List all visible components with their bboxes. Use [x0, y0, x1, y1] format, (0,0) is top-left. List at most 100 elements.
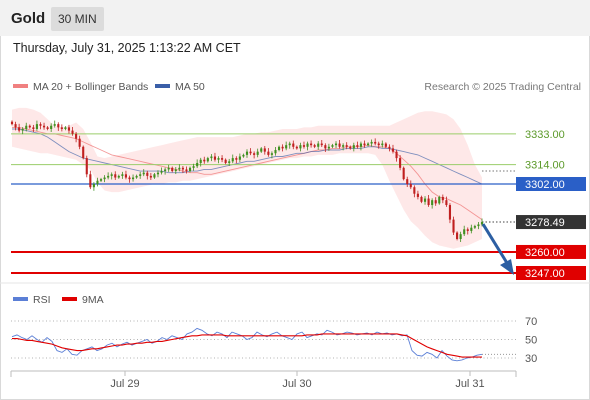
candle-body: [338, 143, 341, 147]
candle-body: [50, 125, 53, 129]
candle: [121, 171, 124, 179]
candle: [441, 194, 444, 204]
candle-body: [331, 145, 334, 147]
candle: [260, 147, 263, 153]
candle: [135, 174, 138, 179]
candle-body: [399, 158, 402, 168]
candle-body: [438, 196, 441, 204]
rsi-legend-swatch: [13, 297, 28, 301]
candle: [302, 141, 306, 149]
candle-body: [185, 169, 188, 172]
candle-body: [114, 174, 117, 178]
candle: [224, 158, 227, 165]
candle: [117, 174, 120, 179]
timeframe-tab[interactable]: 30 MIN: [51, 7, 104, 31]
candle-body: [310, 143, 313, 146]
candle: [60, 124, 63, 132]
bollinger-mid-line: [12, 126, 483, 220]
rsi-tick-50: 50: [525, 335, 537, 347]
candle-body: [235, 158, 238, 160]
candle: [317, 141, 320, 150]
x-tick-label: Jul 31: [455, 378, 484, 390]
candle: [338, 139, 341, 149]
candle-body: [181, 167, 184, 170]
candle-body: [110, 174, 113, 176]
candle-body: [270, 153, 273, 155]
candle: [356, 141, 359, 149]
candle-body: [406, 179, 409, 184]
rsi-legend-label: RSI: [33, 294, 51, 306]
levels-layer: 3333.00 3314.00 3302.00 3278.49 3260.00 3247.…: [11, 129, 586, 280]
candle-body: [342, 145, 345, 147]
candle-body: [356, 145, 359, 147]
candle: [92, 182, 95, 191]
candle: [32, 124, 35, 132]
candle: [71, 127, 74, 136]
candle: [281, 144, 284, 152]
candle-body: [409, 184, 412, 188]
candle-body: [146, 172, 149, 176]
candle: [103, 175, 106, 183]
x-axis-ticks: Jul 29 Jul 30 Jul 31: [110, 371, 485, 390]
candle: [210, 154, 213, 162]
candle-body: [78, 138, 81, 147]
candle: [370, 139, 373, 147]
forecast-arrow-shaft: [481, 223, 509, 264]
candle: [82, 145, 85, 160]
candle-body: [64, 127, 67, 129]
level-label: 3247.00: [525, 268, 565, 280]
candle: [384, 142, 387, 149]
candle: [420, 195, 423, 204]
candle: [242, 153, 245, 158]
candle-body: [217, 158, 220, 160]
candle-body: [370, 141, 373, 144]
candle: [359, 141, 362, 151]
candle-body: [456, 232, 459, 240]
candle: [285, 141, 288, 151]
candle-body: [395, 151, 398, 159]
candle-body: [292, 143, 295, 147]
candle-body: [228, 161, 231, 163]
candle-body: [302, 145, 306, 147]
candle: [473, 224, 476, 229]
candle: [377, 141, 380, 149]
candle: [263, 145, 266, 155]
candle-body: [103, 177, 106, 180]
candle-body: [57, 124, 60, 128]
candle-body: [221, 158, 224, 160]
candle-body: [199, 159, 202, 163]
candle-body: [317, 143, 320, 147]
candle-body: [156, 172, 160, 175]
candle-body: [320, 143, 323, 146]
candle: [78, 135, 81, 150]
level-label: 3260.00: [525, 247, 565, 259]
ma50-legend-label: MA 50: [175, 81, 205, 93]
candle: [292, 140, 295, 150]
candle-body: [67, 127, 71, 131]
timestamp: Thursday, July 31, 2025 1:13:22 AM CET: [13, 41, 241, 55]
level-label: 3302.00: [525, 179, 565, 191]
candle-body: [285, 145, 288, 149]
candle: [35, 120, 38, 131]
level-tag: [516, 244, 586, 259]
candle: [327, 143, 330, 151]
candle-body: [299, 145, 302, 149]
candle-body: [431, 200, 434, 206]
candle-body: [448, 205, 452, 220]
candle: [388, 144, 391, 152]
candle: [245, 149, 249, 158]
candle-body: [203, 159, 206, 162]
candle-body: [470, 227, 473, 231]
candle-body: [206, 158, 209, 162]
x-tick-label: Jul 29: [110, 378, 139, 390]
candle-body: [167, 167, 170, 170]
candle: [167, 164, 170, 172]
rsi-ma-legend-label: 9MA: [82, 294, 104, 306]
candle: [310, 140, 313, 148]
candle-body: [75, 133, 78, 139]
header-bar: Gold 30 MIN: [0, 0, 590, 36]
candle: [206, 156, 209, 163]
candle: [470, 224, 473, 234]
candle-body: [434, 200, 437, 204]
candle: [64, 126, 67, 131]
